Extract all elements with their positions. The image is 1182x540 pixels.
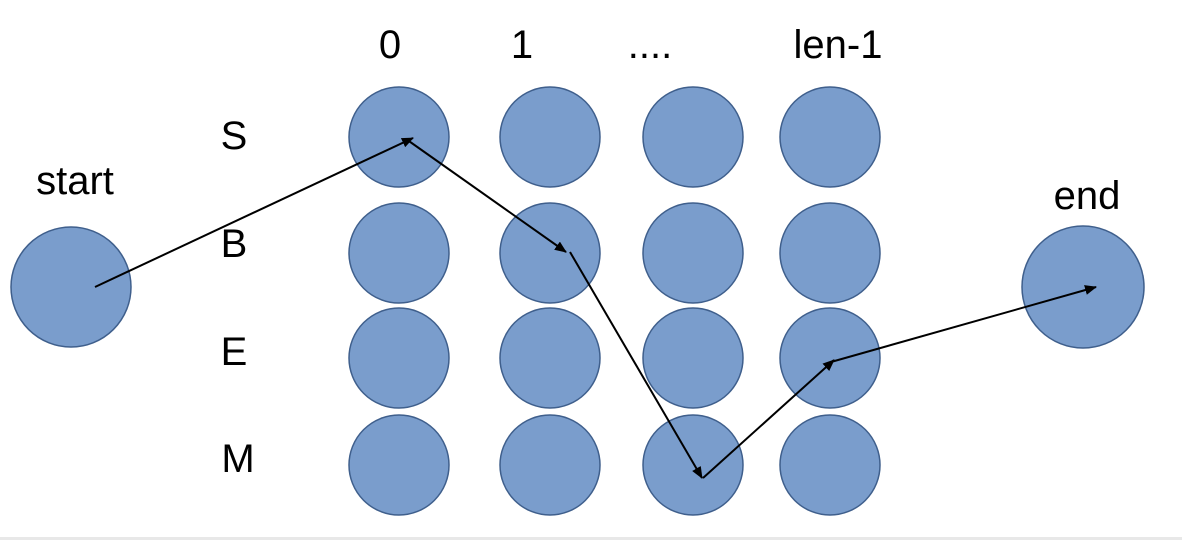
lattice-node-B-1 (499, 202, 601, 304)
lattice-node-B-0 (348, 202, 450, 304)
path-arrow-E-last-to-end (830, 285, 1097, 363)
row-label-M: M (221, 437, 254, 481)
lattice-node-E-1 (499, 307, 601, 409)
lattice-node-S-1 (499, 86, 601, 188)
lattice-node-M-last (779, 414, 881, 516)
lattice-node-S-ellipsis (642, 86, 744, 188)
row-label-E: E (221, 330, 248, 374)
bottom-divider (0, 537, 1182, 540)
lattice-node-E-ellipsis (642, 307, 744, 409)
path-arrow-M-ellipsis-to-E-last (702, 359, 835, 479)
lattice-node-M-ellipsis (642, 414, 744, 516)
lattice-node-B-last (779, 202, 881, 304)
lattice-node-B-ellipsis (642, 202, 744, 304)
start-label: start (36, 159, 114, 203)
column-label-1: 1 (511, 23, 533, 67)
lattice-node-S-0 (348, 86, 450, 188)
lattice-node-S-last (779, 86, 881, 188)
path-arrow-start-to-S0 (94, 137, 414, 288)
lattice-node-E-0 (348, 307, 450, 409)
lattice-node-M-1 (499, 414, 601, 516)
lattice-node-M-0 (348, 414, 450, 516)
row-label-S: S (221, 114, 248, 158)
path-arrow-B1-to-M-ellipsis (569, 251, 703, 479)
end-node (1021, 225, 1145, 349)
column-label-ellipsis: .... (628, 23, 672, 67)
end-label: end (1054, 174, 1121, 218)
column-label-0: 0 (379, 23, 401, 67)
lattice-node-E-last (779, 307, 881, 409)
column-label-last: len-1 (794, 23, 883, 67)
path-arrow-S0-to-B1 (405, 138, 567, 253)
row-label-B: B (221, 222, 248, 266)
start-node (10, 226, 132, 348)
